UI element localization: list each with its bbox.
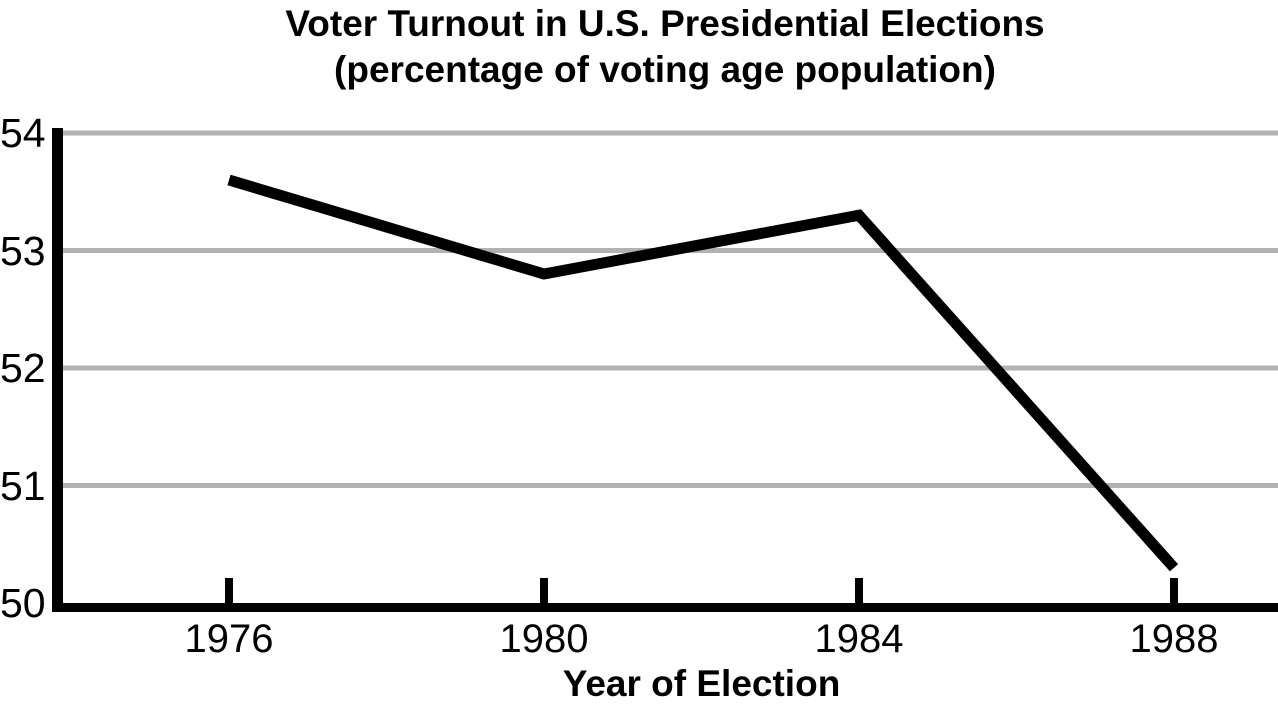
chart-title-line2: (percentage of voting age population) bbox=[334, 49, 996, 90]
gridline bbox=[63, 483, 1278, 488]
gridline bbox=[63, 130, 1278, 136]
data-line bbox=[227, 174, 1179, 572]
x-axis-tick-label: 1976 bbox=[184, 617, 274, 661]
x-axis-tick bbox=[540, 578, 548, 603]
chart-title-line1: Voter Turnout in U.S. Presidential Elect… bbox=[285, 3, 1045, 44]
x-axis-tick bbox=[855, 578, 863, 603]
x-axis-tick-label: 1980 bbox=[499, 617, 589, 661]
y-axis-tick-label: 54 bbox=[0, 110, 46, 156]
x-axis-tick bbox=[1170, 578, 1178, 603]
x-axis-tick bbox=[225, 578, 233, 603]
y-axis-tick-label: 51 bbox=[0, 462, 46, 509]
y-axis-tick-label: 52 bbox=[0, 345, 46, 391]
x-axis-line bbox=[52, 603, 1278, 612]
y-axis-tick-label: 50 bbox=[0, 580, 46, 626]
y-axis-line bbox=[52, 128, 63, 612]
x-axis-tick-label: 1988 bbox=[1129, 617, 1219, 661]
gridline bbox=[63, 365, 1278, 371]
x-axis-title: Year of Election bbox=[562, 663, 841, 704]
y-axis-tick-label: 53 bbox=[0, 227, 46, 274]
chart-title: Voter Turnout in U.S. Presidential Elect… bbox=[52, 1, 1278, 93]
x-axis-tick-label: 1984 bbox=[814, 617, 904, 661]
